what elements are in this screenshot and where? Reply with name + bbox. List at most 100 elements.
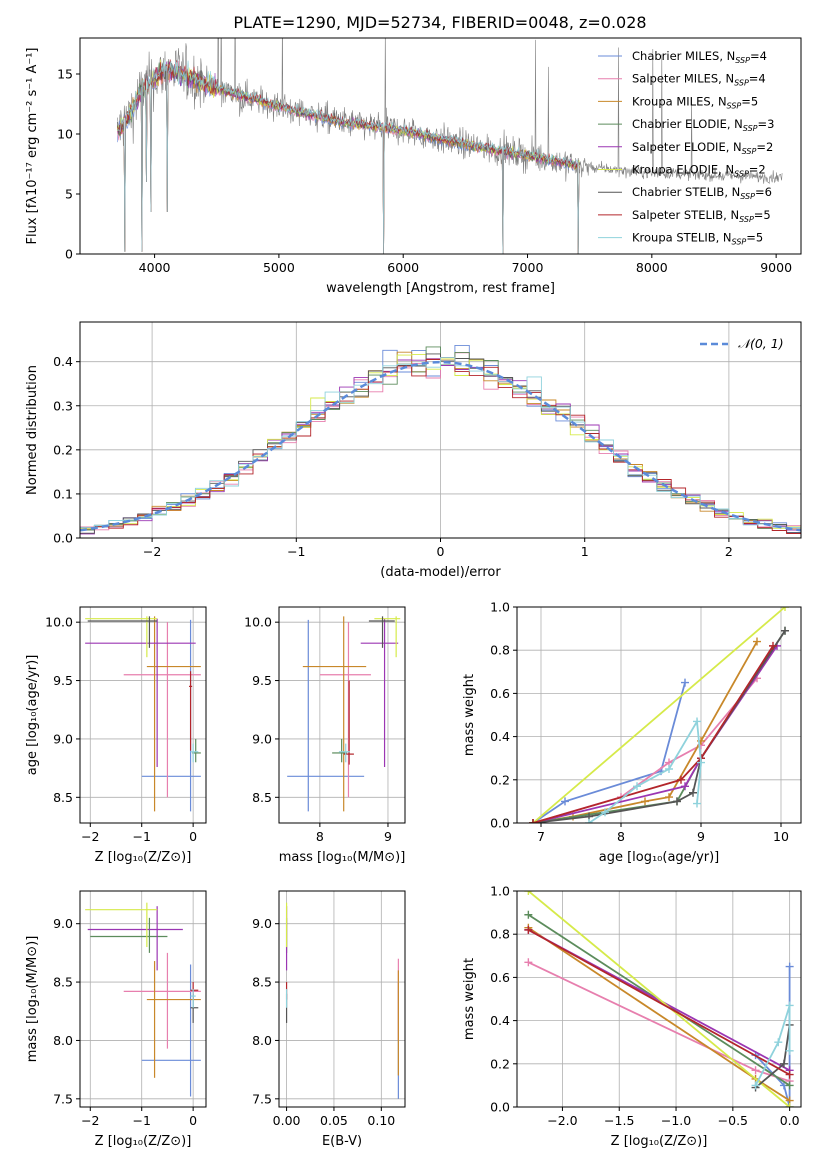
y-tick-label: 7.5 — [252, 1091, 272, 1106]
series-line — [532, 645, 774, 823]
data-marker — [781, 607, 789, 611]
x-tick-label: 0.0 — [780, 1113, 800, 1128]
y-tick-label: 9.5 — [53, 673, 73, 688]
spectrum-panel: Chabrier MILES, NSSP=4 Salpeter MILES, NS… — [25, 37, 802, 296]
residuals-panel: 𝒩(0, 1) −2 −1 0 1 2 0.0 0.1 0.2 0.3 0.4 (data-model… — [25, 321, 802, 580]
data-marker — [697, 758, 705, 767]
y-axis-label: Normed distribution — [25, 365, 40, 495]
x-tick-label: −2.0 — [547, 1113, 577, 1128]
y-axis-label: mass weight — [462, 958, 477, 1040]
y-tick-label: 0.6 — [490, 686, 510, 701]
x-tick-label: 0 — [437, 544, 445, 559]
x-axis-label: Z [log₁₀(Z/Z⊙)] — [611, 1134, 708, 1149]
y-tick-label: 8.5 — [252, 975, 272, 990]
x-tick-label: 7 — [537, 829, 545, 844]
y-tick-label: 0.8 — [490, 643, 510, 658]
data-marker — [633, 782, 641, 791]
y-tick-label: 9.0 — [252, 731, 272, 746]
series-line — [528, 961, 790, 1082]
y-axis-label: mass weight — [462, 674, 477, 756]
plot-area — [524, 891, 794, 1107]
plot-area — [80, 344, 801, 537]
y-tick-label: 0.2 — [490, 772, 510, 787]
axes-frame — [278, 606, 406, 824]
axes-frame — [79, 890, 207, 1108]
y-axis-label: Flux [fλ10⁻¹⁷ erg cm⁻² s⁻¹ A⁻¹] — [25, 48, 40, 245]
x-tick-label: 8 — [617, 829, 625, 844]
x-tick-label: 0 — [189, 1113, 197, 1128]
x-axis-label: E(B-V) — [322, 1134, 362, 1149]
y-tick-label: 8.0 — [252, 1033, 272, 1048]
y-tick-label: 0.8 — [490, 927, 510, 942]
normal-curve — [80, 360, 801, 532]
y-tick-label: 9.0 — [53, 916, 73, 931]
x-tick-label: 0.05 — [320, 1113, 348, 1128]
data-marker — [665, 765, 673, 773]
data-marker — [753, 637, 761, 646]
y-tick-label: 0.0 — [53, 531, 73, 546]
y-tick-label: 10 — [57, 127, 73, 142]
y-tick-label: 9.0 — [252, 916, 272, 931]
x-tick-label: 6000 — [387, 260, 419, 275]
mass-vs-ebv-panel: 0.00 0.05 0.10 7.5 8.0 8.5 9.0 E(B-V) — [252, 890, 406, 1149]
data-marker — [524, 891, 533, 895]
x-axis-label: (data-model)/error — [380, 565, 501, 580]
data-marker — [585, 819, 593, 823]
y-axis-label: age [log₁₀(age/yr)] — [25, 655, 40, 776]
series-line — [532, 607, 786, 823]
y-tick-label: 9.0 — [53, 731, 73, 746]
y-tick-label: 0.1 — [53, 486, 73, 501]
x-tick-label: 2 — [725, 544, 733, 559]
data-marker — [665, 793, 673, 802]
data-marker — [673, 797, 681, 806]
data-marker — [785, 1046, 794, 1055]
data-marker — [785, 1070, 794, 1079]
x-tick-label: 0.00 — [273, 1113, 301, 1128]
data-marker — [769, 641, 777, 650]
y-tick-label: 0.4 — [53, 354, 73, 369]
data-marker — [779, 1059, 788, 1068]
x-tick-label: −1 — [132, 1113, 150, 1128]
data-marker — [524, 958, 533, 967]
legend-label: Chabrier MILES, NSSP=4 — [632, 49, 767, 65]
x-tick-label: 7000 — [512, 260, 544, 275]
series-line — [527, 891, 791, 1107]
age-vs-mass-panel: 8 9 8.5 9.0 9.5 10.0 mass [log₁₀(M/M⊙)] — [244, 606, 406, 865]
y-tick-label: 10.0 — [45, 615, 73, 630]
x-axis-label: mass [log₁₀(M/M⊙)] — [279, 850, 406, 865]
x-tick-label: 9 — [384, 829, 392, 844]
data-marker — [751, 1066, 760, 1075]
data-marker — [689, 788, 697, 797]
data-spectrum-line — [117, 38, 783, 185]
axes-frame — [79, 606, 207, 824]
data-marker — [781, 626, 789, 635]
y-tick-label: 1.0 — [490, 884, 510, 899]
data-marker — [774, 1038, 783, 1047]
x-tick-label: −2 — [143, 544, 161, 559]
x-axis-label: Z [log₁₀(Z/Z⊙)] — [95, 850, 192, 865]
data-marker — [524, 910, 533, 919]
x-tick-label: 1 — [581, 544, 589, 559]
y-tick-label: 8.5 — [53, 975, 73, 990]
series-line — [532, 682, 686, 823]
legend-label: Kroupa MILES, NSSP=5 — [632, 94, 758, 110]
data-marker — [785, 1081, 794, 1090]
legend-label: Chabrier ELODIE, NSSP=3 — [632, 117, 774, 133]
model-spectrum-line — [117, 59, 581, 254]
y-tick-label: 9.5 — [252, 673, 272, 688]
x-tick-label: −0.5 — [718, 1113, 748, 1128]
series-line — [755, 1024, 791, 1089]
data-marker — [681, 782, 689, 791]
plot-area — [285, 902, 399, 1099]
data-marker — [751, 1081, 760, 1090]
data-marker — [641, 797, 649, 806]
legend-label: Kroupa STELIB, NSSP=5 — [632, 231, 763, 247]
axes-frame — [79, 37, 802, 255]
data-marker — [785, 1001, 794, 1010]
y-tick-label: 15 — [57, 67, 73, 82]
legend-label: Salpeter STELIB, NSSP=5 — [632, 208, 771, 224]
plot-area — [116, 38, 783, 254]
y-tick-label: 0.0 — [490, 1100, 510, 1115]
data-marker — [693, 717, 701, 726]
